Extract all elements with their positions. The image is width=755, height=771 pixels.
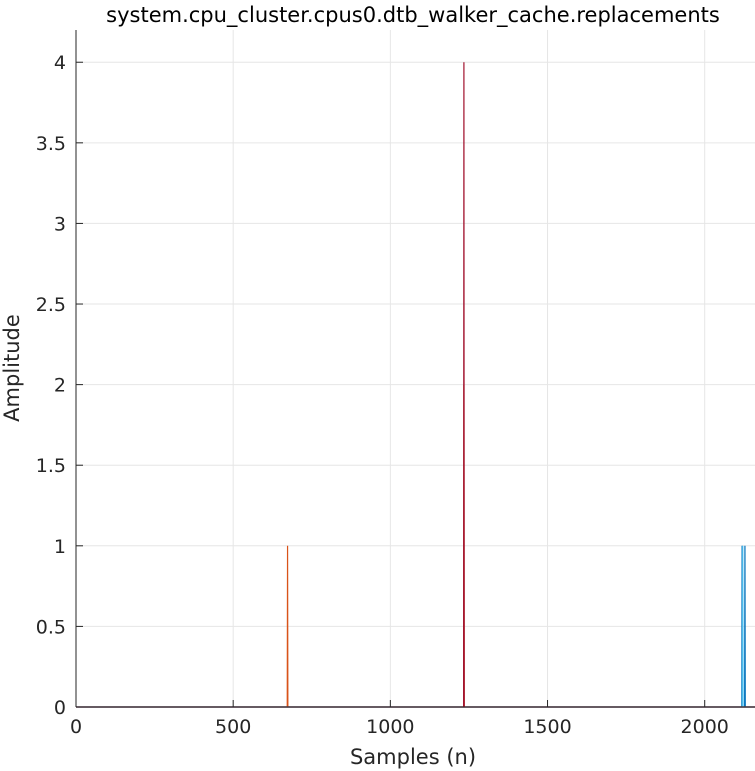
y-tick-label: 0 (54, 697, 66, 719)
y-tick-label: 4 (54, 52, 66, 74)
grid (76, 30, 755, 707)
y-tick-label: 2 (54, 375, 66, 397)
tick-labels: 0 500 1000 1500 2000 0 0.5 1 1.5 2 2.5 3 3.5 4 (36, 52, 729, 738)
y-tick-label: 3 (54, 213, 66, 235)
axes (75, 30, 755, 708)
x-tick-label: 0 (70, 716, 82, 738)
y-tick-label: 2.5 (36, 294, 66, 316)
x-tick-label: 2000 (681, 716, 729, 738)
y-tick-label: 3.5 (36, 133, 66, 155)
y-tick-label: 0.5 (36, 616, 66, 638)
y-tick-label: 1.5 (36, 455, 66, 477)
plot-area (76, 30, 755, 707)
chart-title: system.cpu_cluster.cpus0.dtb_walker_cach… (106, 3, 720, 28)
x-axis-title: Samples (n) (350, 745, 476, 769)
y-tick-label: 1 (54, 536, 66, 558)
x-tick-label: 1500 (523, 716, 571, 738)
x-tick-label: 500 (215, 716, 251, 738)
y-axis-title: Amplitude (0, 314, 24, 422)
x-tick-label: 1000 (366, 716, 414, 738)
